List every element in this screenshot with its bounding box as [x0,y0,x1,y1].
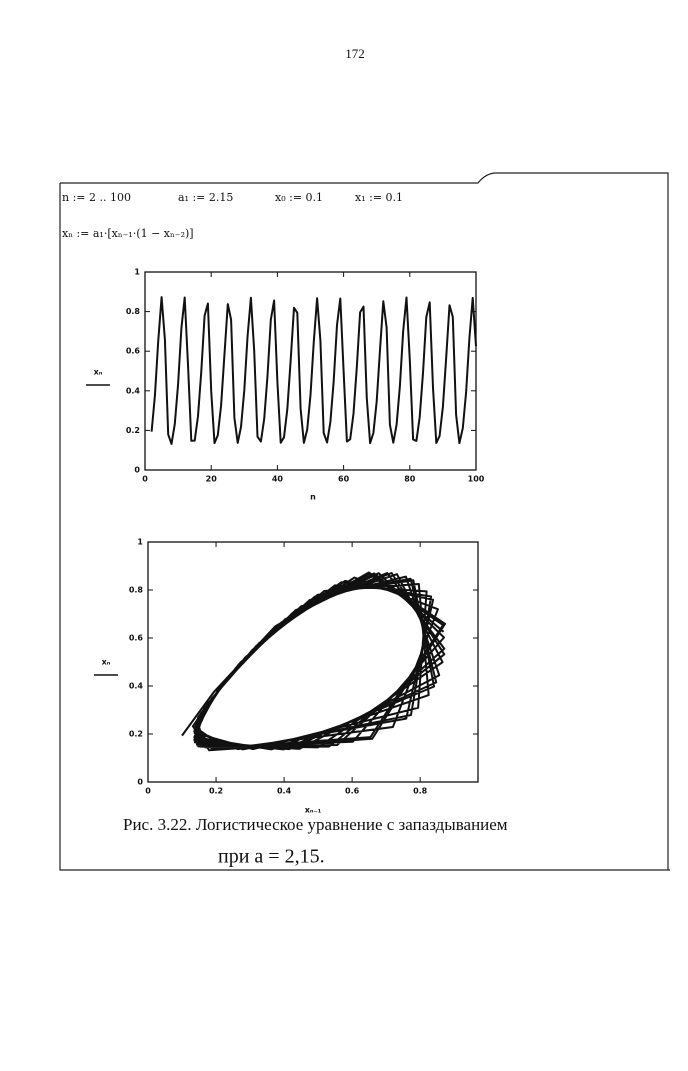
y-tick-label: 0 [134,466,140,475]
x-tick-label: 0.2 [209,787,223,796]
y-tick-label: 0.8 [126,307,141,316]
y-tick-label: 0 [137,778,143,787]
y-axis-label: xₙ [102,658,111,667]
data-line [150,296,477,445]
y-tick-label: 0.6 [129,634,144,643]
x-tick-label: 60 [338,475,350,484]
plot-frame [144,271,477,471]
x-axis-label: xₙ₋₁ [305,806,322,815]
x-tick-label: 0 [142,475,148,484]
y-tick-label: 1 [137,538,143,547]
x-tick-label: 0.4 [277,787,292,796]
x-tick-label: 0.8 [413,787,428,796]
x-tick-label: 100 [468,475,485,484]
x-tick-label: 0 [145,787,151,796]
x-tick-label: 20 [206,475,218,484]
definition: n := 2 .. 100 [62,191,131,204]
y-tick-label: 0.8 [129,586,144,595]
y-tick-label: 0.2 [129,730,143,739]
y-tick-label: 0.4 [129,682,144,691]
page-number: 172 [345,46,365,61]
definition: a₁ := 2.15 [178,191,233,204]
formula: xₙ := a₁·[xₙ₋₁·(1 − xₙ₋₂)] [62,227,194,240]
x-tick-label: 40 [272,475,284,484]
y-tick-label: 1 [134,268,140,277]
x-tick-label: 0.6 [345,787,360,796]
x-axis-label: n [310,493,316,502]
data-line [181,571,446,752]
x-tick-label: 80 [404,475,416,484]
y-axis-label: xₙ [94,368,103,377]
plot-frame [147,541,479,783]
caption: Рис. 3.22. Логистическое уравнение с зап… [123,815,508,834]
definition: x₁ := 0.1 [355,191,403,204]
worksheet-frame [59,172,670,871]
y-tick-label: 0.4 [126,386,141,395]
y-tick-label: 0.6 [126,347,141,356]
y-tick-label: 0.2 [126,426,140,435]
caption: при a = 2,15. [218,846,325,868]
definition: x₀ := 0.1 [275,191,323,204]
